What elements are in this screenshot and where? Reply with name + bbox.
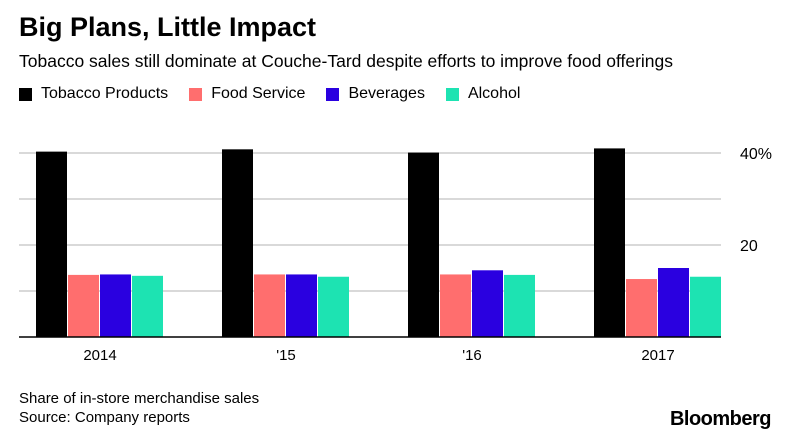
legend-item-food-service: Food Service (189, 85, 305, 103)
legend-item-beverages: Beverages (326, 85, 425, 103)
legend: Tobacco Products Food Service Beverages … (19, 85, 541, 103)
chart-subtitle: Tobacco sales still dominate at Couche-T… (19, 51, 674, 71)
source-note: Source: Company reports (19, 409, 190, 426)
y-tick-label: 20 (740, 238, 758, 255)
bar-food-service (68, 274, 99, 337)
bar-alcohol (318, 276, 349, 337)
bar-beverages (100, 274, 131, 337)
legend-swatch-beverages (326, 87, 340, 101)
bar-alcohol (690, 276, 721, 337)
legend-label-alcohol: Alcohol (467, 85, 521, 102)
bar-tobacco (594, 148, 625, 337)
bar-beverages (472, 270, 503, 337)
x-tick-label: 2014 (83, 347, 116, 364)
bar-beverages (658, 268, 689, 337)
legend-label-beverages: Beverages (348, 85, 425, 102)
bar-tobacco (408, 152, 439, 337)
bar-beverages (286, 274, 317, 337)
footnote: Share of in-store merchandise sales (19, 390, 260, 407)
legend-item-alcohol: Alcohol (445, 85, 521, 103)
bar-tobacco (222, 149, 253, 337)
bloomberg-logo: Bloomberg (669, 408, 772, 430)
chart-title: Big Plans, Little Impact (19, 12, 317, 42)
x-tick-label: '15 (276, 347, 296, 364)
legend-item-tobacco: Tobacco Products (19, 85, 168, 103)
bar-food-service (440, 274, 471, 337)
legend-swatch-alcohol (445, 87, 459, 101)
bar-alcohol (504, 274, 535, 337)
y-tick-label: 40% (740, 146, 772, 163)
legend-label-tobacco: Tobacco Products (41, 85, 169, 102)
legend-label-food-service: Food Service (211, 85, 306, 102)
bar-alcohol (132, 275, 163, 337)
legend-swatch-tobacco (19, 87, 32, 101)
bar-food-service (626, 279, 657, 337)
bar-food-service (254, 274, 285, 337)
legend-swatch-food-service (189, 87, 203, 101)
x-tick-label: 2017 (641, 347, 674, 364)
x-tick-label: '16 (462, 347, 482, 364)
bar-tobacco (36, 151, 67, 337)
